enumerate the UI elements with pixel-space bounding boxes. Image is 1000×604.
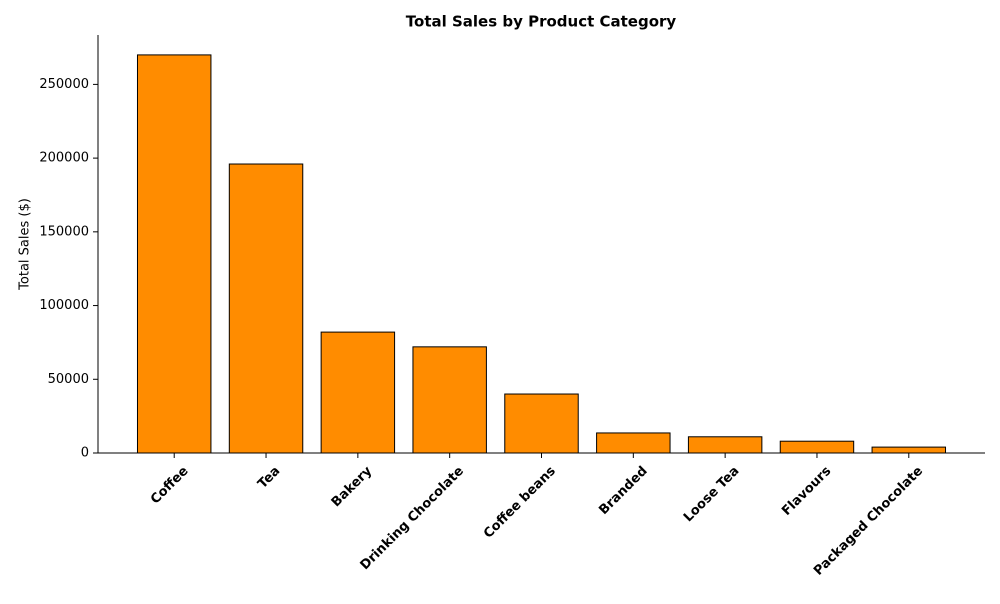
x-tick-label: Tea [255, 464, 283, 492]
bar [687, 436, 763, 454]
bar [136, 54, 212, 454]
y-tick-label: 150000 [39, 224, 89, 239]
bar [320, 331, 396, 454]
x-tick-label: Drinking Chocolate [358, 464, 468, 574]
bar [228, 163, 304, 454]
x-tick-label: Loose Tea [681, 464, 742, 525]
x-tick-label: Bakery [329, 463, 376, 510]
x-tick-label: Branded [596, 464, 650, 518]
x-tick-label: Coffee beans [481, 464, 559, 542]
bar [412, 346, 487, 454]
bar [871, 446, 947, 454]
bar [779, 440, 855, 454]
y-axis-label: Total Sales ($) [18, 198, 33, 291]
x-tick-label: Coffee [148, 464, 192, 508]
y-tick-label: 50000 [48, 372, 89, 387]
y-tick-label: 200000 [39, 151, 89, 166]
x-tick-label: Packaged Chocolate [811, 464, 926, 579]
bar [504, 393, 579, 454]
y-tick-label: 0 [81, 446, 89, 461]
y-tick-label: 100000 [39, 298, 89, 313]
x-tick-label: Flavours [779, 464, 834, 519]
bar [596, 432, 671, 454]
y-tick-label: 250000 [39, 77, 89, 92]
chart-title: Total Sales by Product Category [406, 13, 677, 31]
